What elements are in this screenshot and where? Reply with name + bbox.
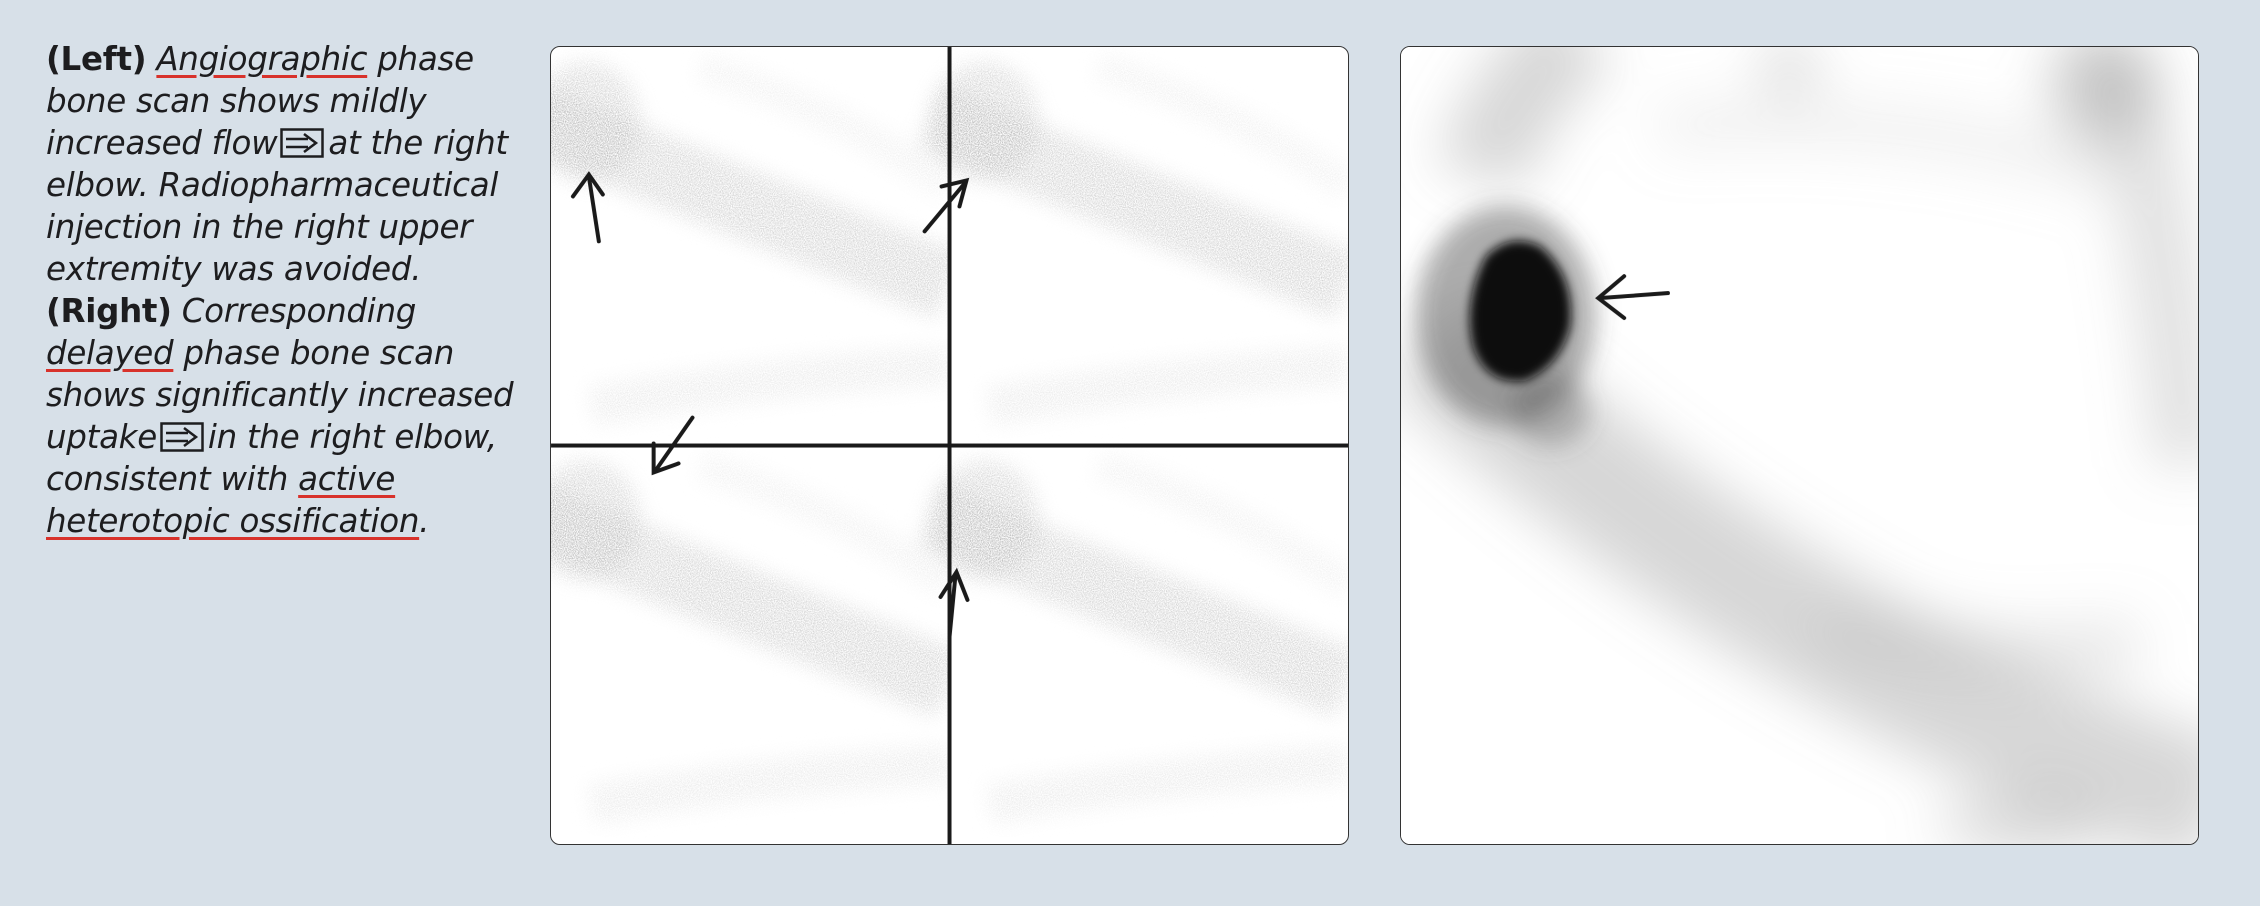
delayed-scan-svg bbox=[1401, 47, 2198, 844]
link-delayed[interactable]: delayed bbox=[46, 334, 174, 372]
caption-text: phase bone scan shows significantly incr… bbox=[46, 334, 514, 456]
caption-text: Corresponding bbox=[181, 292, 417, 330]
pointer-arrow-icon bbox=[1595, 274, 1670, 320]
caption-text: phase bone scan shows mildly increased f… bbox=[46, 40, 474, 162]
caption-text: . bbox=[419, 502, 430, 540]
caption-label-left: (Left) bbox=[46, 40, 147, 78]
angiographic-bone-scan-image bbox=[550, 46, 1349, 845]
link-angiographic[interactable]: Angiographic bbox=[156, 40, 368, 78]
angiographic-scan-svg bbox=[551, 47, 1348, 844]
caption-text: in the right elbow, consistent with bbox=[46, 418, 497, 498]
pointer-arrow-icon bbox=[922, 177, 970, 234]
right-arrow-box-icon bbox=[280, 128, 325, 158]
figure-caption: (Left) Angiographic phase bone scan show… bbox=[46, 38, 536, 542]
right-arrow-box-icon bbox=[160, 422, 204, 452]
delayed-bone-scan-image bbox=[1400, 46, 2199, 845]
pointer-arrow-icon bbox=[651, 415, 695, 476]
pointer-arrow-icon bbox=[938, 567, 970, 639]
caption-label-right: (Right) bbox=[46, 292, 172, 330]
link-active-heterotopic-ossification[interactable]: active heterotopic ossification bbox=[46, 460, 420, 540]
caption-text: at the right elbow. Radiopharmaceutical … bbox=[46, 124, 508, 288]
pointer-arrow-icon bbox=[570, 171, 605, 244]
